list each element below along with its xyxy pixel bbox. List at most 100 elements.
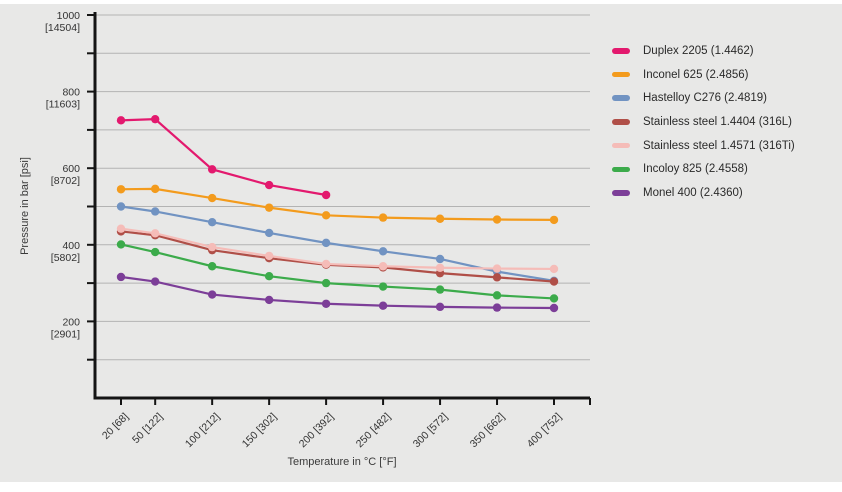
- data-point: [378, 247, 388, 256]
- data-point: [150, 184, 160, 194]
- y-axis-title: Pressure in bar [psi]: [19, 157, 31, 255]
- legend-label: Monel 400 (2.4360): [643, 186, 743, 199]
- series-line-2: [120, 187, 555, 222]
- x-tick-label: 350 [662]: [468, 411, 508, 451]
- data-point: [321, 238, 331, 248]
- data-point: [492, 264, 502, 273]
- x-tick-label: 300 [572]: [411, 411, 451, 451]
- data-point: [150, 207, 160, 216]
- legend-swatch: [612, 71, 630, 78]
- data-point: [150, 247, 160, 257]
- data-point: [321, 299, 331, 308]
- x-tick-label: 100 [212]: [183, 411, 223, 451]
- series-line-6: [120, 243, 555, 300]
- legend-item: Stainless steel 1.4404 (316L): [612, 110, 795, 134]
- data-point: [549, 294, 559, 303]
- y-tick-label-bar: 800: [62, 87, 80, 99]
- data-point: [492, 273, 502, 282]
- data-point: [264, 251, 274, 261]
- data-point: [549, 264, 559, 274]
- legend-swatch: [612, 166, 630, 173]
- y-tick-label-psi: [14504]: [45, 22, 80, 34]
- data-point: [435, 302, 445, 312]
- data-point: [116, 240, 126, 249]
- legend-item: Monel 400 (2.4360): [612, 181, 795, 205]
- legend-swatch: [612, 95, 630, 101]
- y-tick-label-psi: [11603]: [46, 99, 80, 111]
- data-point: [378, 301, 388, 310]
- legend-label: Incoloy 825 (2.4558): [643, 163, 748, 176]
- data-point: [207, 262, 217, 271]
- legend-label: Duplex 2205 (1.4462): [643, 44, 754, 57]
- data-point: [321, 190, 331, 200]
- legend-label: Inconel 625 (2.4856): [643, 68, 749, 81]
- series-line-1: [120, 118, 327, 197]
- legend-item: Duplex 2205 (1.4462): [612, 39, 795, 63]
- data-point: [116, 272, 126, 282]
- data-point: [492, 303, 502, 312]
- data-point: [492, 291, 502, 300]
- data-point: [321, 278, 331, 288]
- legend: Duplex 2205 (1.4462) Inconel 625 (2.4856)…: [612, 39, 795, 205]
- legend-label: Hastelloy C276 (2.4819): [643, 92, 768, 105]
- x-tick-label: 250 [482]: [354, 411, 394, 451]
- series-line-7: [120, 275, 555, 310]
- data-point: [264, 180, 274, 190]
- y-tick-label-psi: [2901]: [51, 328, 80, 340]
- legend-swatch: [612, 48, 630, 54]
- x-tick-label: 20 [68]: [100, 411, 131, 442]
- x-tick-label: 150 [302]: [240, 411, 280, 451]
- y-tick-label-bar: 1000: [57, 10, 81, 22]
- legend-item: Hastelloy C276 (2.4819): [612, 86, 795, 110]
- data-point: [549, 215, 559, 225]
- data-point: [435, 214, 445, 223]
- legend-label: Stainless steel 1.4571 (316Ti): [643, 139, 795, 152]
- data-point: [207, 242, 217, 252]
- data-point: [116, 185, 126, 194]
- y-tick-label-bar: 600: [62, 163, 80, 175]
- legend-item: Inconel 625 (2.4856): [612, 63, 795, 87]
- data-point: [264, 228, 274, 238]
- x-tick-label: 400 [752]: [525, 411, 565, 451]
- data-point: [435, 254, 445, 264]
- legend-label: Stainless steel 1.4404 (316L): [643, 115, 792, 128]
- data-point: [321, 211, 331, 220]
- data-point: [321, 259, 331, 269]
- data-point: [264, 203, 274, 212]
- chart-panel: [0, 4, 842, 482]
- data-point: [435, 285, 445, 294]
- y-tick-label-psi: [8702]: [51, 175, 80, 187]
- data-point: [116, 202, 126, 211]
- series-line-5: [120, 227, 555, 271]
- data-point: [116, 224, 126, 233]
- data-point: [378, 213, 388, 222]
- series-line-4: [120, 230, 555, 283]
- data-point: [492, 215, 502, 224]
- legend-item: Incoloy 825 (2.4558): [612, 157, 795, 181]
- x-axis-title: Temperature in °C [°F]: [287, 456, 397, 468]
- y-tick-label-psi: [5802]: [51, 252, 80, 264]
- data-point: [207, 218, 217, 227]
- legend-swatch: [612, 190, 630, 196]
- data-point: [150, 114, 160, 124]
- data-point: [378, 262, 388, 271]
- data-point: [207, 290, 217, 299]
- data-point: [116, 116, 126, 125]
- y-tick-label-bar: 400: [62, 240, 80, 252]
- data-point: [207, 165, 217, 174]
- data-point: [549, 303, 559, 313]
- data-point: [264, 295, 274, 305]
- data-point: [549, 277, 559, 286]
- y-tick-label-bar: 200: [62, 316, 80, 328]
- data-point: [150, 277, 160, 286]
- data-point: [435, 263, 445, 272]
- x-tick-label: 200 [392]: [297, 411, 337, 451]
- legend-swatch: [612, 142, 630, 149]
- data-point: [150, 229, 160, 238]
- x-tick-label: 50 [122]: [130, 411, 165, 446]
- data-point: [264, 272, 274, 281]
- data-point: [378, 282, 388, 291]
- legend-swatch: [612, 119, 630, 125]
- data-point: [207, 193, 217, 203]
